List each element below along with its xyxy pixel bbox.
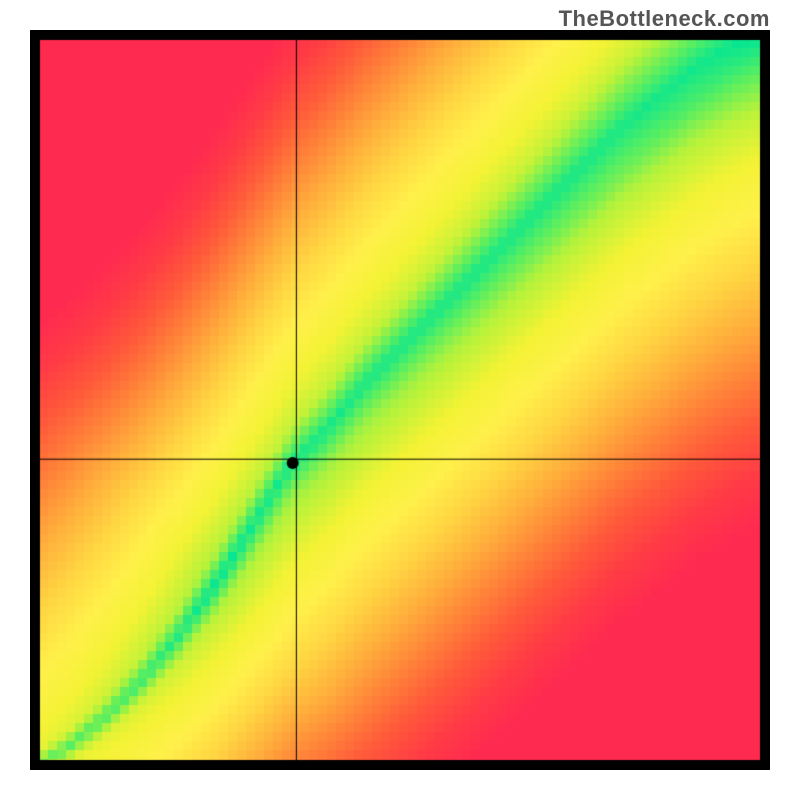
figure-container: TheBottleneck.com	[0, 0, 800, 800]
heatmap-chart	[30, 30, 770, 770]
watermark-text: TheBottleneck.com	[559, 6, 770, 32]
heatmap-canvas	[30, 30, 770, 770]
